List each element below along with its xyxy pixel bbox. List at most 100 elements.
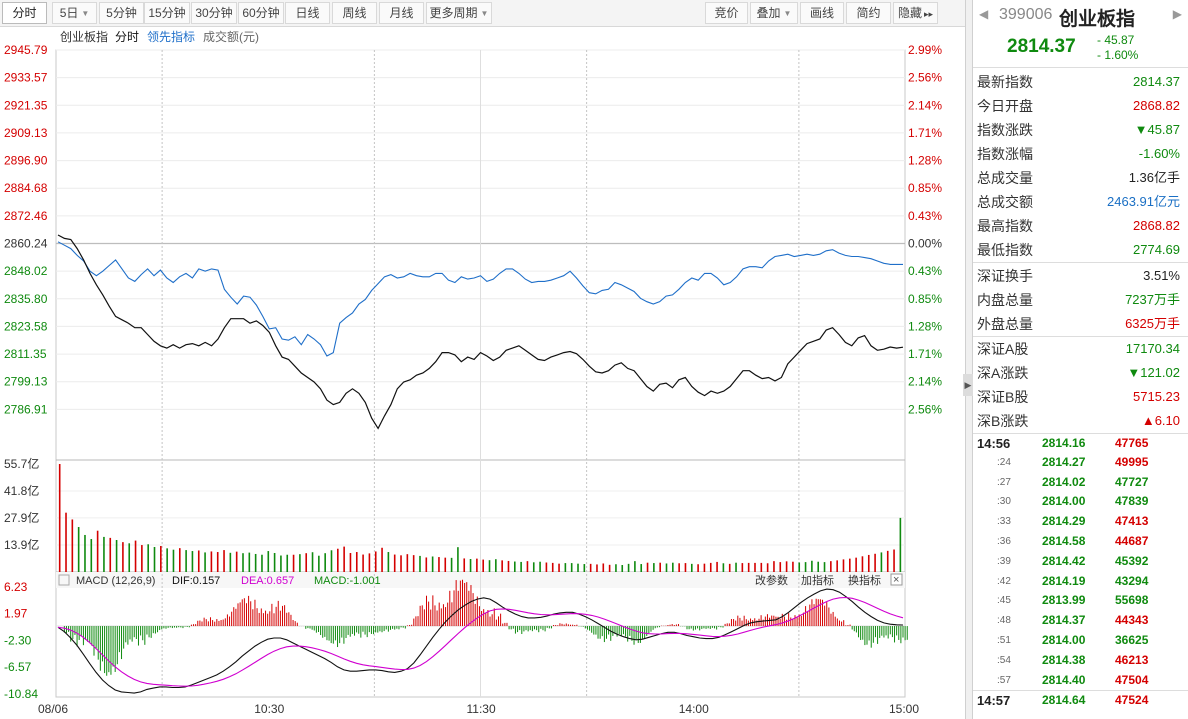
macd-dea-value: DEA:0.657 — [241, 575, 294, 587]
intraday-chart[interactable]: 2945.79 2.99% 2933.57 2.56% 2921.35 2.14% 2909… — [0, 27, 965, 719]
prev-stock-icon[interactable]: ◀ — [979, 7, 989, 21]
price-tick-label: 2872.46 — [4, 209, 48, 223]
tick-row[interactable]: :33 2814.29 47413 — [973, 512, 1188, 532]
volume-bar — [122, 542, 124, 572]
tool-button[interactable]: 简约 — [846, 2, 891, 24]
period-button[interactable]: 月线 — [379, 2, 424, 24]
next-stock-icon[interactable]: ▶ — [1172, 7, 1182, 21]
volume-bar — [653, 563, 655, 572]
tick-row[interactable]: :39 2814.42 45392 — [973, 552, 1188, 572]
stat-row: 深B涨跌 ▲6.10 — [973, 409, 1188, 433]
volume-bar — [836, 560, 838, 572]
volume-bar — [58, 464, 61, 572]
period-label: 5日 — [59, 6, 79, 20]
tick-row[interactable]: :24 2814.27 49995 — [973, 453, 1188, 473]
volume-bar — [406, 554, 409, 572]
panel-divider[interactable] — [965, 0, 973, 719]
tick-row[interactable]: :36 2814.58 44687 — [973, 532, 1188, 552]
tick-row[interactable]: :42 2814.19 43294 — [973, 572, 1188, 592]
stat-value: ▲6.10 — [1141, 413, 1180, 428]
volume-bar — [520, 561, 522, 572]
price-tick-label: 2811.35 — [4, 347, 47, 361]
tick-volume: 55698 — [1115, 593, 1149, 608]
close-macd-icon[interactable] — [890, 573, 903, 586]
period-button[interactable]: 周线 — [332, 2, 377, 24]
volume-bar — [210, 551, 213, 572]
period-button[interactable]: 5分钟 — [99, 2, 144, 24]
volume-bar — [267, 551, 270, 572]
lead-indicator-label: 领先指标 — [147, 29, 195, 44]
tick-time: :33 — [997, 516, 1011, 528]
price-tick-label: 2823.58 — [4, 319, 48, 333]
tool-button[interactable]: 叠加 ▼ — [750, 2, 798, 24]
index-name: 创业板指 — [1059, 9, 1136, 30]
period-button[interactable]: 日线 — [285, 2, 330, 24]
volume-bar — [419, 555, 421, 572]
quote-header: ◀ 399006 创业板指 ▶ 2814.37 - 45.87 - 1.60% — [973, 0, 1188, 68]
tick-row[interactable]: :48 2814.37 44343 — [973, 611, 1188, 631]
period-label: 周线 — [342, 6, 367, 20]
tick-row[interactable]: :27 2814.02 47727 — [973, 473, 1188, 493]
period-button[interactable]: 30分钟 — [191, 2, 237, 24]
stat-label: 总成交量 — [977, 170, 1033, 186]
price-tick-label: 2909.13 — [4, 126, 48, 140]
tick-time: :27 — [997, 476, 1011, 488]
tick-time: :54 — [997, 654, 1011, 666]
tool-button[interactable]: 画线 — [800, 2, 844, 24]
stat-row: 外盘总量 6325万手 — [973, 312, 1188, 336]
volume-bar — [355, 552, 358, 572]
volume-bar — [830, 561, 832, 572]
tick-list[interactable]: 14:56 2814.16 47765:24 2814.27 49995:27 2814.… — [973, 433, 1188, 710]
period-button[interactable]: 60分钟 — [238, 2, 284, 24]
pct-tick-label: 0.43% — [908, 209, 942, 223]
volume-bar — [343, 546, 345, 572]
volume-bar — [185, 550, 187, 572]
volume-bar — [766, 563, 769, 572]
pct-tick-label: 0.00% — [908, 237, 942, 251]
tick-row[interactable]: 14:57 2814.64 47524 — [973, 690, 1188, 710]
volume-bar — [792, 561, 794, 572]
macd-settings-icon[interactable] — [58, 574, 70, 586]
volume-bar — [65, 512, 67, 572]
tool-button[interactable]: 隐藏 ▸▸ — [893, 2, 938, 24]
stat-row: 最低指数 2774.69 — [973, 238, 1188, 262]
volume-bar — [741, 563, 744, 572]
tick-row[interactable]: :51 2814.00 36625 — [973, 631, 1188, 651]
period-button[interactable]: 5日 ▼ — [52, 2, 97, 24]
volume-bar — [760, 562, 763, 572]
stat-row: 总成交额 2463.91亿元 — [973, 190, 1188, 214]
pct-tick-label: 1.28% — [908, 319, 942, 333]
tick-volume: 46213 — [1115, 652, 1149, 667]
volume-bar — [514, 561, 516, 572]
tick-row[interactable]: 14:56 2814.16 47765 — [973, 433, 1188, 453]
stat-value: 2868.82 — [1133, 218, 1180, 233]
tool-button[interactable]: 竞价 — [705, 2, 748, 24]
tick-price: 2814.16 — [1042, 436, 1086, 450]
volume-bar — [362, 554, 364, 572]
tick-row[interactable]: :54 2814.38 46213 — [973, 651, 1188, 671]
tick-row[interactable]: :57 2814.40 47504 — [973, 671, 1188, 691]
pct-tick-label: 1.71% — [908, 347, 942, 361]
volume-bar — [160, 546, 162, 572]
collapse-panel-icon[interactable]: ▶ — [963, 374, 973, 396]
volume-bar — [665, 563, 668, 572]
tick-time: :30 — [997, 496, 1011, 508]
close-macd-glyph: × — [893, 574, 899, 586]
tick-row[interactable]: :45 2813.99 55698 — [973, 591, 1188, 611]
volume-bar — [583, 564, 586, 572]
volume-bar — [690, 563, 693, 572]
stat-value: ▼45.87 — [1134, 122, 1180, 137]
volume-bar — [640, 564, 643, 572]
volume-bar — [349, 552, 352, 572]
volume-bar — [507, 560, 510, 572]
stat-label: 深证换手 — [977, 268, 1033, 284]
time-tick-label: 15:00 — [889, 702, 919, 716]
period-button[interactable]: 15分钟 — [144, 2, 190, 24]
period-button[interactable]: 分时 — [2, 2, 47, 24]
volume-tick-label: 27.9亿 — [4, 510, 39, 525]
period-button[interactable]: 更多周期 ▼ — [426, 2, 492, 24]
tick-row[interactable]: :30 2814.00 47839 — [973, 492, 1188, 512]
volume-bar — [855, 557, 857, 572]
stat-label: 最高指数 — [977, 218, 1033, 234]
volume-bar — [659, 562, 661, 572]
